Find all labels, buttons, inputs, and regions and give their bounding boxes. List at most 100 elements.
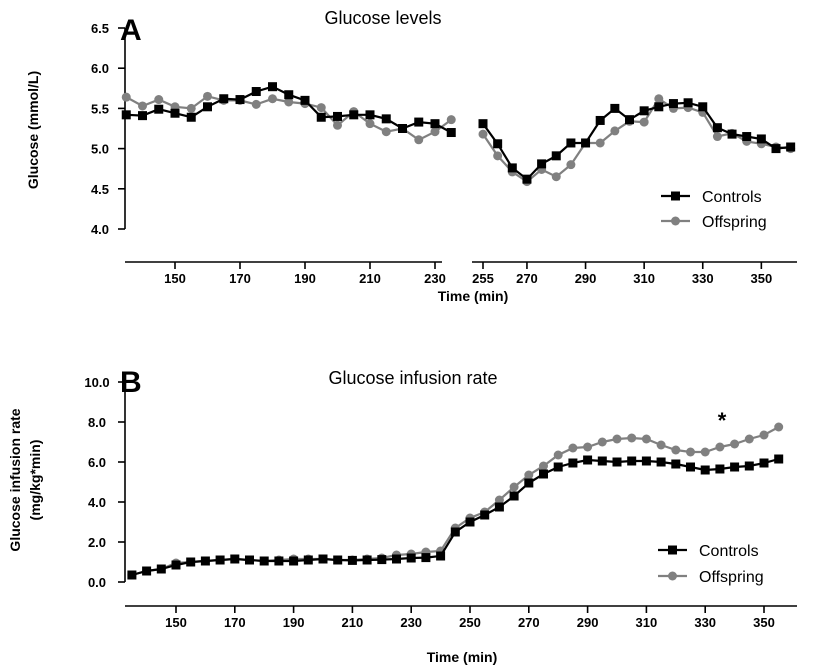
panel-a-x-tick-label: 170 [229, 271, 251, 286]
panel-b-controls-point [245, 555, 254, 565]
panel-b-offspring-point [774, 422, 784, 432]
panel-b-controls-point [671, 459, 681, 469]
panel-a-offspring-point [138, 101, 147, 111]
panel-a-controls-point [610, 103, 620, 113]
panel-a-controls-point [683, 98, 693, 108]
panel-b-controls-point [392, 554, 401, 564]
plot-layer: 4.0 4.5 5.0 5.5 6.0 6.5 150 170 190 210 230 255 270 2… [84, 21, 797, 630]
panel-a-controls-point [493, 139, 503, 149]
panel-a-offspring-point [639, 117, 649, 127]
panel-a-controls-point [284, 90, 294, 100]
panel-a-offspring-point [712, 132, 722, 142]
panel-a-controls-point [138, 111, 147, 121]
panel-a-offspring-line [482, 97, 791, 183]
panel-b-controls-point [259, 556, 269, 566]
panel-a-controls-point [654, 102, 664, 112]
panel-b-controls-point [730, 462, 740, 472]
panel-b-title: Glucose infusion rate [328, 368, 497, 388]
panel-b-y-tick-label: 2.0 [88, 535, 106, 550]
panel-b-controls-point [274, 556, 284, 566]
panel-a-offspring-point [333, 120, 342, 130]
panel-b-offspring-point [627, 433, 637, 443]
panel-b-controls-point [377, 555, 387, 565]
panel-b-controls-point [524, 478, 534, 488]
panel-b-controls-point [406, 553, 416, 563]
panel-a-y-tick-label: 4.0 [91, 222, 109, 237]
panel-b-x-tick-label: 310 [636, 615, 658, 630]
panel-b-controls-point [171, 560, 181, 570]
panel-b-controls-point [715, 464, 725, 474]
panel-b-controls-point [583, 455, 593, 465]
panel-b-x-tick-label: 270 [518, 615, 540, 630]
panel-a-controls-point [727, 129, 737, 139]
panel-a-y-tick-label: 5.5 [91, 101, 109, 116]
panel-b-offspring-point [539, 461, 548, 471]
panel-a-offspring-point [316, 103, 326, 113]
panel-a-controls-line [482, 101, 791, 181]
panel-a-x-tick-label: 270 [516, 271, 538, 286]
panel-b-y-tick-label: 4.0 [88, 495, 106, 510]
panel-a-y-tick-label: 6.0 [91, 61, 109, 76]
panel-b-controls-point [333, 555, 343, 565]
panel-b-offspring-point [686, 447, 695, 457]
panel-a-controls-point [742, 132, 752, 142]
panel-b-controls-point [318, 554, 328, 564]
panel-a-offspring-point [414, 135, 424, 145]
panel-b-controls-point [303, 555, 313, 565]
panel-a-controls-point [121, 110, 131, 120]
panel-a-x-tick-label: 290 [575, 271, 597, 286]
panel-a-legend-marker [671, 216, 680, 226]
panel-a-offspring-point [446, 115, 456, 125]
panel-b-offspring-point [730, 439, 740, 449]
panel-a-offspring-point [551, 172, 561, 182]
panel-a-x-tick-label: 210 [359, 271, 381, 286]
panel-b-controls-point [289, 556, 299, 566]
panel-a-controls-point [154, 104, 164, 114]
panel-a-offspring-point [654, 94, 664, 104]
panel-b-legend-marker [668, 545, 677, 555]
panel-b-controls-point [450, 527, 460, 537]
panel-a-controls-point [786, 142, 796, 152]
panel-a-controls-point [756, 134, 766, 144]
panel-b-controls-point [612, 457, 622, 467]
panel-b-controls-point [421, 553, 431, 563]
panel-b-ylabel-line2: (mg/kg*min) [27, 440, 43, 521]
panel-a-offspring-point [430, 127, 440, 137]
panel-b-controls-point [436, 551, 446, 561]
panel-a-controls-point [430, 119, 440, 129]
panel-a-controls-point [625, 115, 634, 125]
panel-b-controls-point [656, 457, 666, 467]
panel-a-y-tick-label: 5.0 [91, 142, 109, 157]
panel-b-offspring-point [744, 434, 754, 444]
panel-b-legend-label: Offspring [699, 569, 764, 586]
panel-b-controls-point [127, 570, 137, 580]
panel-a-x-tick-label: 230 [424, 271, 446, 286]
panel-b-x-tick-label: 290 [577, 615, 599, 630]
panel-b-controls-point [186, 557, 196, 567]
panel-a-offspring-point [251, 99, 261, 109]
panel-b-offspring-point [641, 434, 651, 444]
panel-b-controls-point [568, 458, 578, 468]
panel-b-offspring-point [671, 445, 681, 455]
panel-b-xlabel: Time (min) [427, 649, 498, 665]
panel-b-controls-point [347, 555, 357, 565]
panel-a-x-tick-label: 330 [692, 271, 714, 286]
panel-a-controls-point [446, 128, 456, 138]
panel-a-x-tick-label: 255 [472, 271, 494, 286]
panel-a-legend-label: Offspring [702, 214, 767, 231]
panel-a-legend-label: Controls [702, 189, 762, 206]
panel-b-x-tick-label: 230 [400, 615, 422, 630]
panel-b-y-tick-label: 8.0 [88, 415, 106, 430]
panel-a-controls-point [478, 119, 488, 129]
panel-a-controls-point [537, 159, 547, 169]
panel-b-controls-point [597, 456, 607, 466]
panel-b-legend-marker [668, 571, 677, 581]
panel-a-x-tick-label: 310 [633, 271, 655, 286]
panel-a-controls-point [551, 151, 561, 161]
panel-a-controls-point [381, 114, 391, 124]
panel-a-offspring-point [186, 103, 196, 113]
panel-a-controls-point [507, 163, 517, 173]
panel-a-controls-point [333, 111, 342, 121]
panel-b-controls-point [156, 564, 166, 574]
panel-b-controls-point [759, 458, 769, 468]
